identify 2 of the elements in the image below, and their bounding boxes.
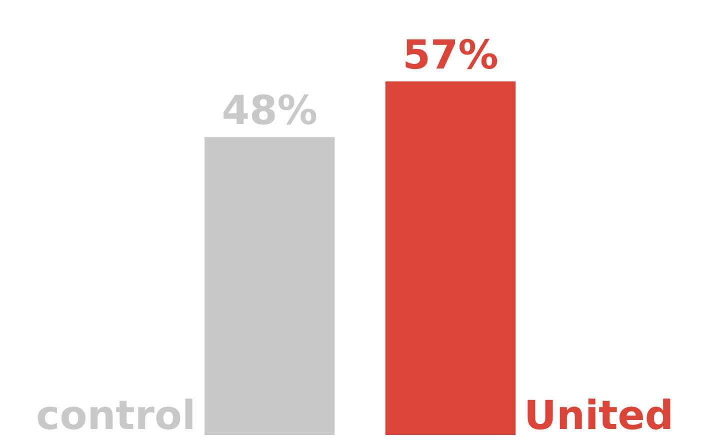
data-label: 57% <box>402 32 498 78</box>
x-tick-label: United <box>524 393 674 439</box>
